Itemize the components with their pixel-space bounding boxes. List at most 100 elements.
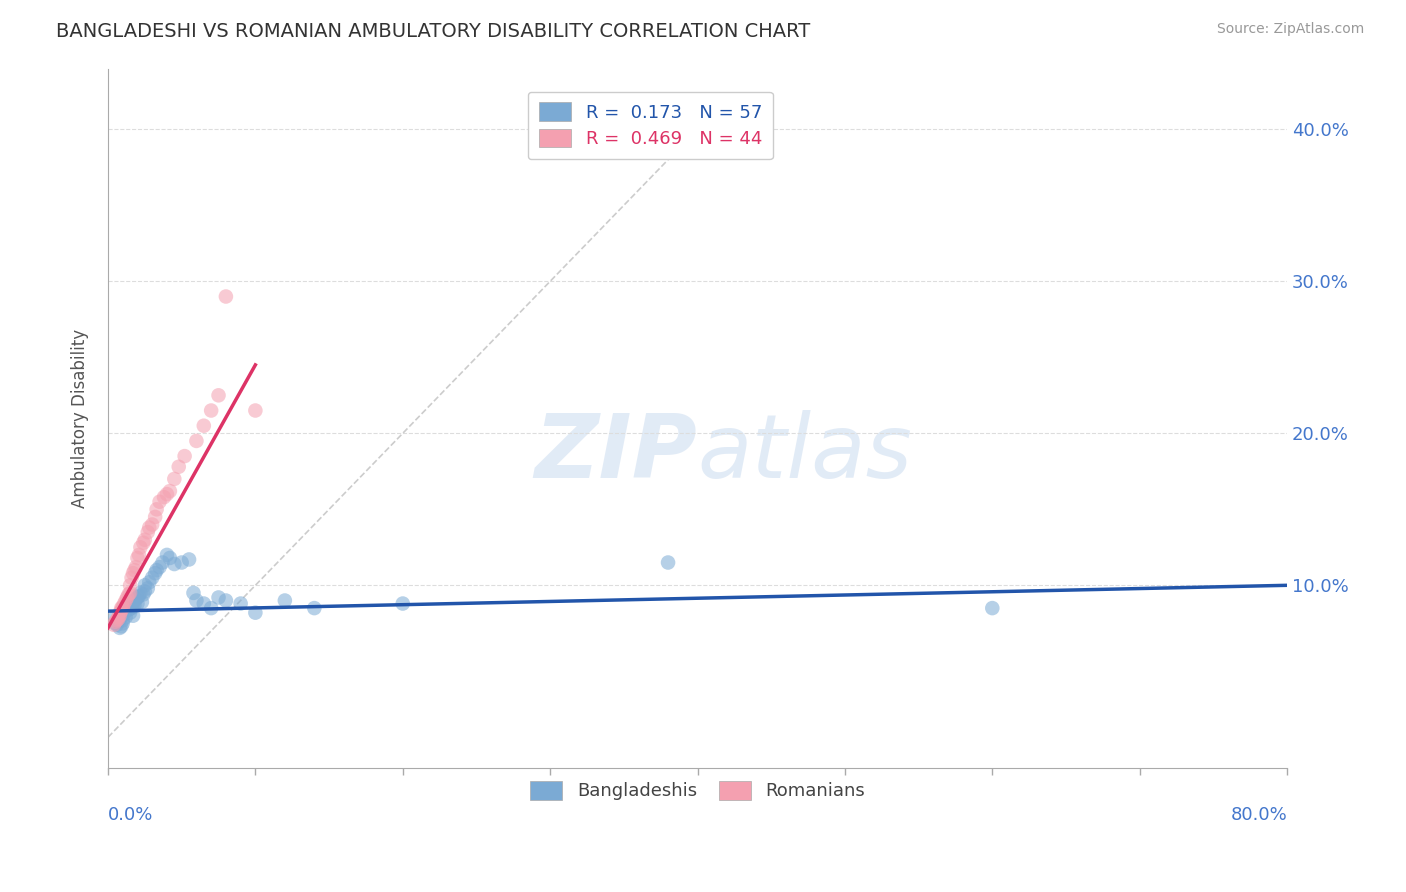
Point (111, 613, 134, 627)
Point (145, 502, 167, 516)
Point (132, 535, 155, 549)
Point (143, 566, 166, 581)
Point (124, 563, 146, 577)
Point (129, 586, 152, 600)
Point (115, 591, 138, 605)
Point (128, 589, 150, 603)
Point (125, 592, 148, 607)
Point (105, 613, 128, 627)
Point (132, 587, 155, 601)
Text: ZIP: ZIP (534, 409, 697, 497)
Point (148, 494, 170, 508)
Point (163, 472, 186, 486)
Point (200, 601, 222, 615)
Point (125, 560, 148, 574)
Point (120, 578, 142, 592)
Point (141, 517, 163, 532)
Point (104, 616, 127, 631)
Point (245, 606, 267, 620)
Point (134, 578, 156, 592)
Point (159, 551, 181, 566)
Point (159, 484, 181, 499)
Point (104, 610, 127, 624)
Point (110, 601, 132, 615)
Point (170, 556, 193, 570)
Text: atlas: atlas (697, 410, 912, 496)
Point (145, 563, 167, 577)
Point (107, 612, 129, 626)
Point (122, 599, 145, 614)
Point (657, 556, 679, 570)
Point (193, 597, 215, 611)
Point (114, 593, 136, 607)
Point (156, 487, 179, 501)
Point (110, 604, 132, 618)
Point (148, 560, 170, 574)
Legend: Bangladeshis, Romanians: Bangladeshis, Romanians (523, 774, 873, 807)
Point (110, 619, 132, 633)
Point (128, 548, 150, 562)
Point (138, 520, 160, 534)
Point (108, 608, 131, 623)
Text: 0.0%: 0.0% (108, 806, 153, 824)
Point (112, 597, 135, 611)
Point (129, 541, 152, 555)
Point (111, 601, 134, 615)
Point (121, 601, 143, 615)
Point (193, 418, 215, 433)
Point (274, 593, 297, 607)
Point (121, 597, 143, 611)
Point (121, 571, 143, 585)
Point (111, 616, 134, 631)
Point (117, 587, 139, 601)
Point (120, 598, 142, 612)
Point (108, 621, 131, 635)
Point (124, 593, 146, 607)
Text: BANGLADESHI VS ROMANIAN AMBULATORY DISABILITY CORRELATION CHART: BANGLADESHI VS ROMANIAN AMBULATORY DISAB… (56, 22, 810, 41)
Point (111, 606, 134, 620)
Point (111, 608, 134, 623)
Point (167, 459, 190, 474)
Point (138, 575, 160, 590)
Point (304, 601, 326, 615)
Point (107, 615, 129, 629)
Point (981, 601, 1004, 615)
Text: Source: ZipAtlas.com: Source: ZipAtlas.com (1216, 22, 1364, 37)
Point (108, 612, 131, 626)
Point (173, 449, 195, 463)
Point (127, 551, 149, 566)
Text: 80.0%: 80.0% (1230, 806, 1286, 824)
Point (131, 595, 153, 609)
Point (245, 403, 267, 417)
Point (207, 388, 229, 402)
Point (143, 509, 166, 524)
Point (104, 615, 127, 629)
Point (127, 591, 149, 605)
Point (391, 597, 413, 611)
Point (115, 601, 138, 615)
Point (117, 602, 139, 616)
Point (134, 533, 156, 547)
Point (136, 582, 159, 596)
Point (186, 434, 208, 448)
Point (124, 598, 146, 612)
Point (122, 566, 145, 581)
Point (207, 591, 229, 605)
Point (229, 597, 252, 611)
Point (153, 490, 176, 504)
Point (152, 556, 174, 570)
Point (215, 289, 238, 303)
Point (114, 610, 136, 624)
Point (108, 606, 131, 620)
Point (200, 403, 222, 417)
Point (136, 525, 159, 540)
Point (111, 599, 134, 614)
Point (120, 606, 142, 620)
Point (156, 548, 179, 562)
Point (183, 586, 205, 600)
Point (186, 593, 208, 607)
Point (107, 610, 129, 624)
Point (122, 608, 145, 623)
Point (120, 586, 142, 600)
Point (163, 557, 186, 571)
